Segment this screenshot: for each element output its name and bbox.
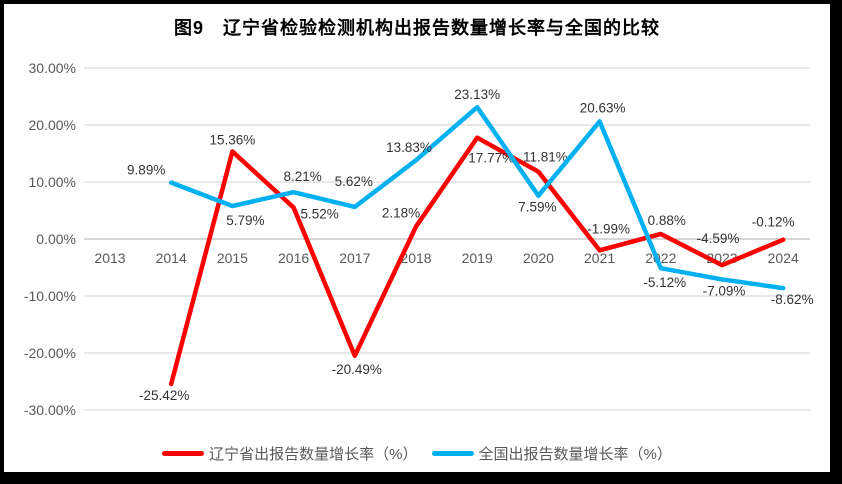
line-chart: 30.00% 20.00% 10.00% 0.00% -10.00% -20.00% -30… (24, 60, 814, 418)
data-label: 7.59% (518, 200, 556, 215)
legend-item-liaoning: 辽宁省出报告数量增长率（%） (162, 443, 418, 464)
legend-item-national: 全国出报告数量增长率（%） (431, 443, 672, 464)
data-label: 5.52% (300, 207, 338, 222)
x-axis-tick-label: 2024 (768, 250, 799, 266)
x-axis-tick-label: 2017 (339, 250, 370, 266)
y-axis-tick-label: 20.00% (29, 117, 76, 133)
data-label: 17.77% (468, 151, 514, 166)
data-label: 23.13% (454, 87, 500, 102)
y-axis-tick-label: -30.00% (24, 402, 76, 418)
legend-label-national: 全国出报告数量增长率（%） (478, 446, 672, 463)
data-label: 20.63% (580, 100, 626, 115)
data-label: -1.99% (587, 221, 630, 236)
data-label: 2.18% (382, 206, 420, 221)
x-axis-tick-label: 2019 (462, 250, 493, 266)
series-line-0 (168, 135, 786, 387)
data-label: 15.36% (210, 132, 256, 147)
y-axis-tick-label: -20.00% (24, 345, 76, 361)
data-label: 5.62% (335, 174, 373, 189)
chart-legend: 辽宁省出报告数量增长率（%） 全国出报告数量增长率（%） (4, 443, 830, 464)
data-label: 8.21% (283, 169, 321, 184)
data-label: -4.59% (697, 231, 740, 246)
data-label: 0.88% (648, 213, 686, 228)
x-axis-tick-label: 2018 (400, 250, 431, 266)
x-axis-tick-label: 2020 (523, 250, 554, 266)
y-axis-tick-label: 10.00% (29, 174, 76, 190)
x-axis-tick-label: 2015 (217, 250, 248, 266)
data-label: -5.12% (643, 275, 686, 290)
data-label: -7.09% (703, 283, 746, 298)
data-label: 9.89% (127, 163, 165, 178)
series-line-1 (168, 104, 786, 291)
x-axis-tick-label: 2021 (584, 250, 615, 266)
data-label: 13.83% (386, 140, 432, 155)
y-axis-tick-label: 30.00% (29, 60, 76, 76)
data-label: -0.12% (752, 215, 795, 230)
data-label: 11.81% (523, 150, 568, 165)
legend-swatch-liaoning-red-line-icon (162, 451, 205, 456)
legend-label-liaoning: 辽宁省出报告数量增长率（%） (209, 446, 418, 463)
data-label: 5.79% (226, 213, 264, 228)
x-axis-tick-label: 2014 (156, 250, 187, 266)
data-label: -8.62% (771, 292, 814, 307)
data-label: -20.49% (332, 362, 382, 377)
y-axis-tick-label: 0.00% (36, 231, 76, 247)
data-label: -25.42% (139, 388, 189, 403)
x-axis-tick-label: 2016 (278, 250, 309, 266)
legend-swatch-national-blue-line-icon (431, 451, 474, 456)
chart-title: 图9 辽宁省检验检测机构出报告数量增长率与全国的比较 (173, 18, 660, 38)
y-axis-tick-label: -10.00% (24, 288, 76, 304)
x-axis-tick-label: 2013 (94, 250, 125, 266)
